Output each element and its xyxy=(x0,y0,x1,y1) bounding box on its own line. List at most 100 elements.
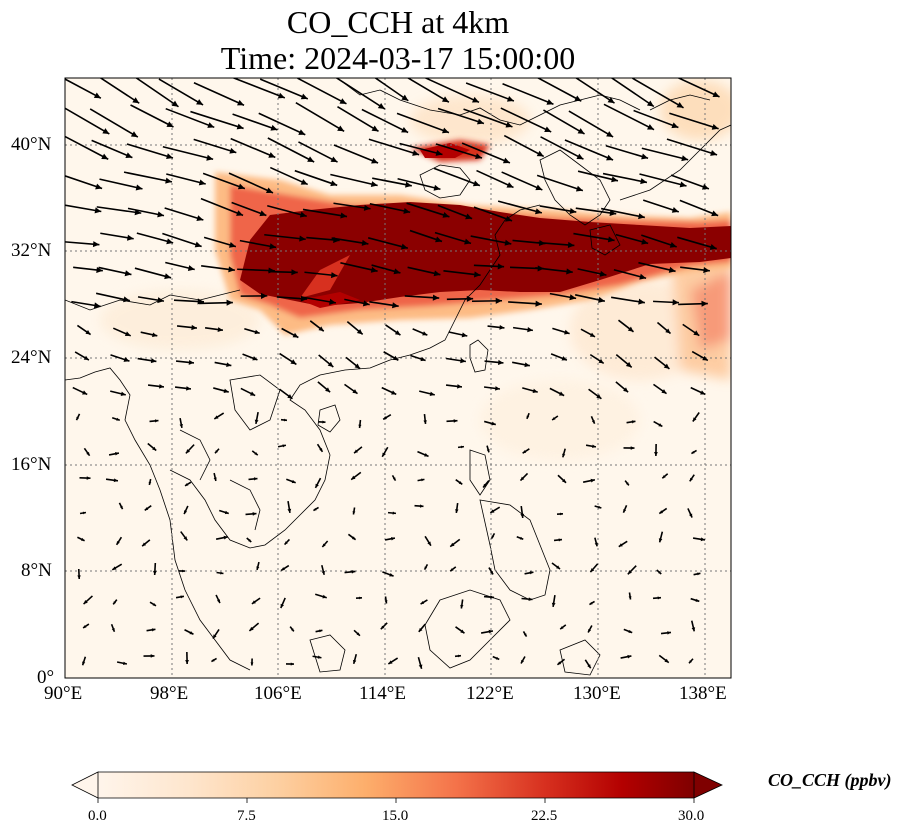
wind-vector-head xyxy=(587,664,591,669)
wind-vector-head xyxy=(327,361,334,368)
wind-vector-shaft xyxy=(577,170,619,182)
wind-vector-head xyxy=(418,627,423,632)
wind-vector-head xyxy=(594,542,598,547)
wind-vector-head xyxy=(228,266,235,273)
wind-vector-head xyxy=(497,359,504,365)
wind-vector-head xyxy=(352,511,356,515)
wind-vector-shaft xyxy=(603,103,655,131)
wind-vector-head xyxy=(702,355,708,361)
wind-vector-shaft xyxy=(610,78,655,108)
wind-vector-shaft xyxy=(99,178,143,190)
wind-vectors xyxy=(65,78,720,669)
wind-vector-head xyxy=(194,241,202,248)
wind-vector-head xyxy=(358,424,362,428)
wind-vector-shaft xyxy=(473,206,513,222)
wind-vector-head xyxy=(701,300,708,307)
wind-vector-head xyxy=(700,537,705,542)
wind-vector-head xyxy=(691,627,696,632)
wind-vector-head xyxy=(113,601,117,605)
wind-vector-head xyxy=(186,386,191,391)
wind-vector-head xyxy=(692,417,697,422)
wind-vector-head xyxy=(695,598,700,602)
wind-vector-head xyxy=(130,131,138,138)
wind-vector-head xyxy=(460,604,464,609)
wind-vector-head xyxy=(383,416,387,420)
wind-vector-head xyxy=(152,332,158,338)
wind-vector-shaft xyxy=(232,113,278,131)
wind-vector-head xyxy=(488,629,493,634)
lon-tick-90: 90°E xyxy=(44,683,83,704)
wind-vector-shaft xyxy=(297,78,347,105)
wind-vector-head xyxy=(82,390,88,395)
wind-vector-shaft xyxy=(461,142,511,164)
wind-vector-head xyxy=(441,96,449,103)
wind-vector-shaft xyxy=(641,147,689,161)
wind-vector-head xyxy=(455,509,459,513)
wind-vector-shaft xyxy=(605,144,649,160)
wind-vector-shaft xyxy=(193,82,245,106)
wind-vector-head xyxy=(598,505,602,509)
wind-vector-head xyxy=(609,209,617,216)
wind-vector-head xyxy=(638,213,645,220)
wind-vector-shaft xyxy=(99,78,140,104)
wind-vector-head xyxy=(569,294,577,301)
wind-vector-shaft xyxy=(65,135,109,160)
wind-vector-head xyxy=(283,418,287,422)
wind-vector-shaft xyxy=(230,137,276,159)
wind-vector-head xyxy=(356,632,360,636)
wind-vector-head xyxy=(116,417,120,421)
wind-vector-head xyxy=(577,128,585,134)
wind-vector-head xyxy=(424,453,429,457)
wind-vector-head xyxy=(611,176,618,183)
wind-vector-head xyxy=(269,243,277,250)
wind-vector-shaft xyxy=(501,171,543,191)
wind-vector-head xyxy=(270,124,278,131)
wind-vector-head xyxy=(628,596,632,600)
wind-vector-head xyxy=(689,660,692,664)
map-title-line1: CO_CCH at 4km xyxy=(286,4,510,40)
wind-vector-head xyxy=(450,542,455,547)
wind-vector-head xyxy=(111,628,115,632)
wind-vector-head xyxy=(282,444,286,448)
wind-vector-head xyxy=(259,210,267,217)
wind-vector-shaft xyxy=(465,82,515,102)
wind-vector-head xyxy=(477,118,484,125)
wind-vector-shaft xyxy=(463,108,513,128)
wind-vector-head xyxy=(607,236,615,243)
wind-vector-head xyxy=(224,510,229,515)
co-field-low xyxy=(100,80,731,460)
wind-vector-head xyxy=(237,99,245,106)
wind-vector-head xyxy=(82,511,86,515)
wind-vector-shaft xyxy=(135,78,179,108)
wind-vector-head xyxy=(606,154,614,161)
wind-vector-head xyxy=(351,475,356,480)
wind-vector-shaft xyxy=(666,138,718,156)
wind-vector-head xyxy=(450,568,454,572)
wind-vector-head xyxy=(391,537,395,541)
wind-vector-shaft xyxy=(65,107,110,135)
wind-vector-head xyxy=(589,332,596,337)
wind-vector-head xyxy=(598,358,604,364)
wind-vector-shaft xyxy=(677,236,717,250)
wind-vector-head xyxy=(248,539,252,542)
wind-vector-head xyxy=(464,238,472,245)
wind-vector-shaft xyxy=(193,138,237,154)
wind-vector-head xyxy=(185,659,189,664)
wind-vector-shaft xyxy=(503,134,545,158)
lat-tick-16: 16°N xyxy=(11,454,52,475)
wind-vector-head xyxy=(93,302,101,309)
wind-vector-head xyxy=(532,388,538,394)
wind-vector-shaft xyxy=(330,173,378,187)
wind-vector-head xyxy=(370,266,378,273)
wind-vector-head xyxy=(524,362,530,368)
wind-vector-head xyxy=(596,394,602,399)
wind-vector-head xyxy=(250,662,254,666)
wind-vector-shaft xyxy=(166,173,206,185)
wind-vector-head xyxy=(223,388,229,394)
wind-vector-head xyxy=(184,510,188,515)
wind-vector-shaft xyxy=(333,144,379,164)
wind-vector-shaft xyxy=(536,174,584,192)
wind-vector-head xyxy=(382,452,386,457)
wind-vector-head xyxy=(391,302,399,309)
